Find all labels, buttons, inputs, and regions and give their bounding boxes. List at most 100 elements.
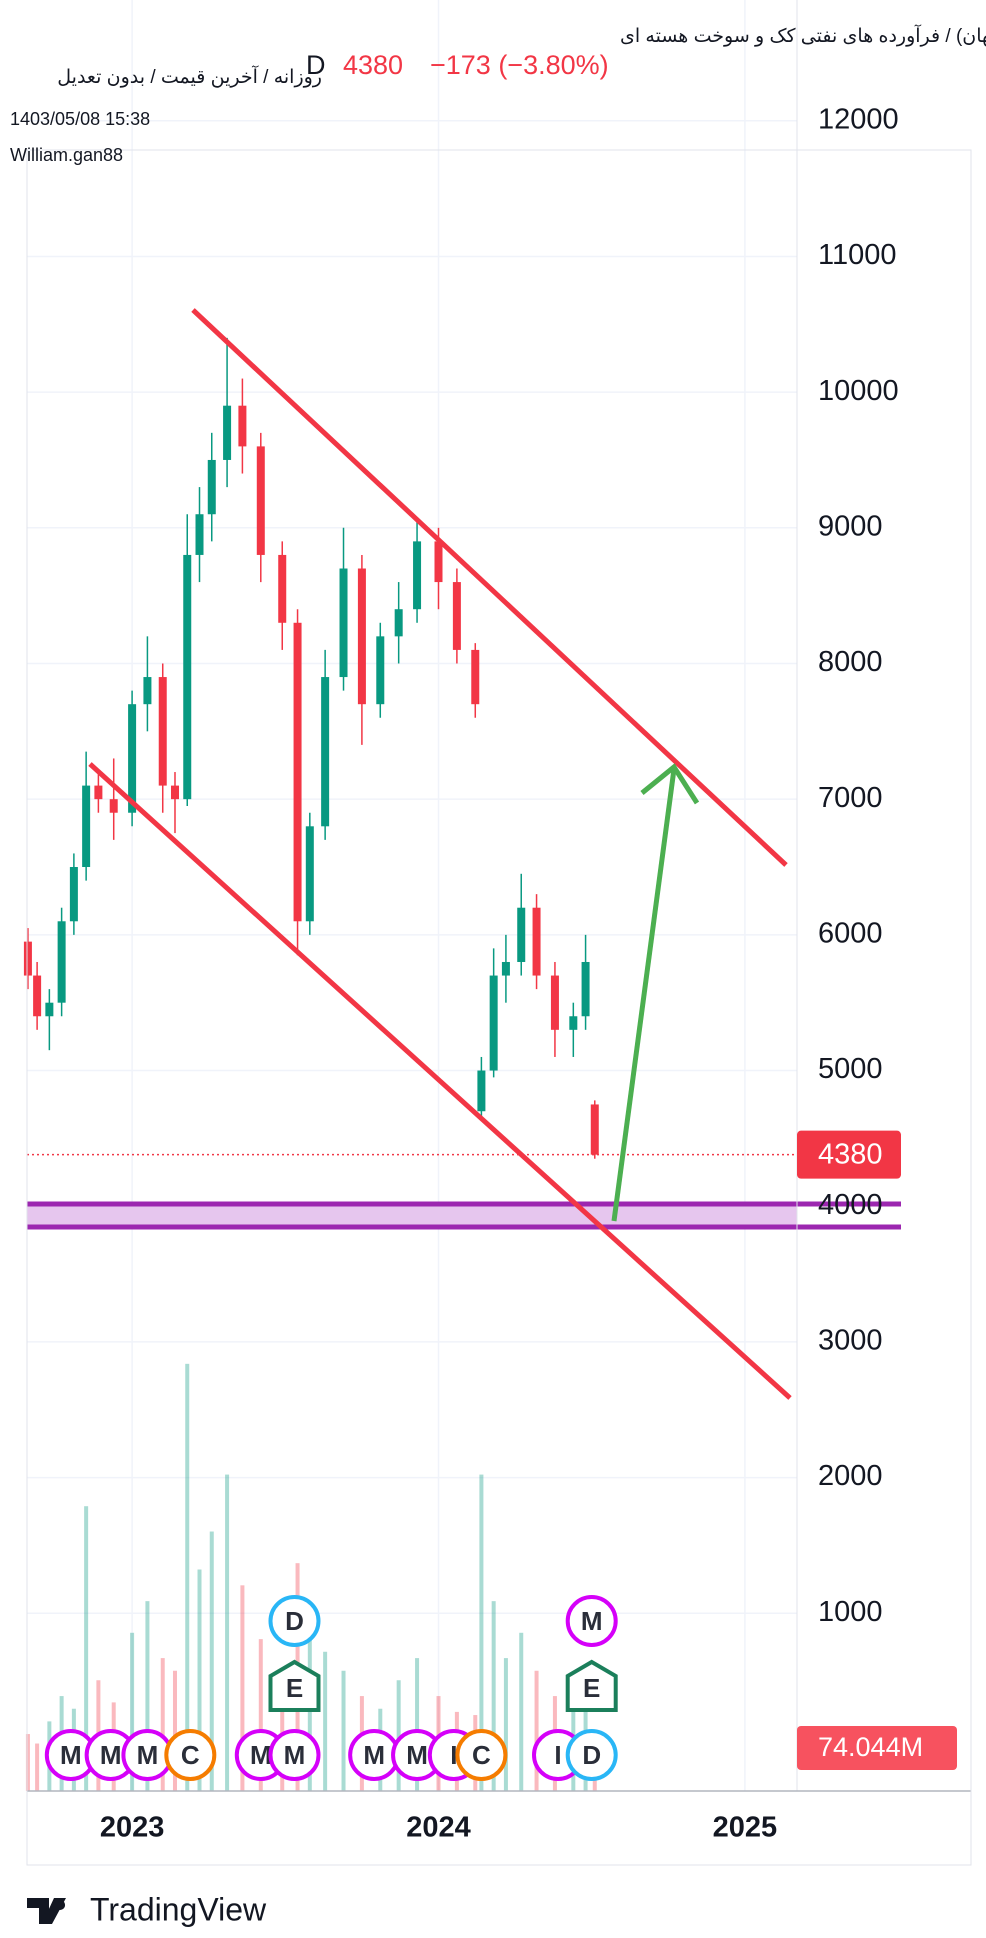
event-label: M [137,1740,159,1770]
support-zone [27,1204,797,1227]
volume-bar [160,1658,165,1791]
event-marker: D [268,1595,321,1647]
event-marker: M [84,1729,137,1781]
y-tick-label: 5000 [818,1053,883,1085]
event-label: D [582,1740,601,1770]
event-badge [565,1729,618,1781]
event-marker: C [164,1729,217,1781]
event-badge [565,1659,618,1712]
volume-bar [185,1363,190,1791]
candle-body [590,1104,599,1155]
y-tick-label: 8000 [818,646,883,678]
event-label: M [406,1740,428,1770]
event-label: M [363,1740,385,1770]
candle-body [321,677,330,827]
candle-body [434,541,443,583]
volume-bar [503,1658,508,1791]
event-badge [565,1595,618,1647]
candle-body [45,1002,54,1017]
volume-bar [240,1585,245,1791]
datetime: 1403/05/08 15:38 [10,109,150,129]
header-change: −173 (−3.80%) [430,50,609,80]
event-badge [455,1729,508,1781]
volume-bar [25,1734,30,1791]
event-marker: M [268,1729,321,1781]
candle-body [550,975,559,1030]
last-price-label: 4380 [818,1138,883,1170]
candle-body [158,677,167,786]
candle-body [532,907,541,976]
event-marker: C [455,1729,508,1781]
volume-bar [145,1601,150,1791]
symbol-title: شپنا (پالایش نفت اصفهان) / فرآورده های ن… [620,23,986,47]
candle-body [170,785,179,800]
y-tick-label: 3000 [818,1325,883,1357]
volume-bar [209,1531,214,1791]
candle-body [69,867,78,922]
candle-body [238,405,247,447]
event-label: I [554,1740,561,1770]
candle-body [195,514,204,555]
event-badge [268,1659,321,1712]
candle-body [183,554,192,800]
volume-bar [258,1639,263,1791]
event-marker: M [348,1729,401,1781]
event-marker: E [268,1659,321,1712]
volume-bar [323,1651,328,1791]
y-tick-label: 10000 [818,375,899,407]
candle-body [293,622,302,922]
y-tick-label: 4000 [818,1189,883,1221]
volume-bar [479,1474,484,1791]
event-marker: D [565,1729,618,1781]
candle-body [33,975,42,1017]
event-marker: E [565,1659,618,1712]
author: William.gan88 [10,145,123,165]
candle-body [207,459,216,515]
candle-body [452,582,461,650]
candle-body [501,961,510,976]
candle-body [278,554,287,623]
y-tick-label: 9000 [818,510,883,542]
arrow-shaft [611,768,677,1222]
x-tick-label: 2024 [406,1812,471,1844]
candle-body [394,609,403,637]
logo: TradingView [27,1891,267,1927]
volume-bar [396,1680,401,1791]
candle-body [339,568,348,678]
candle-body [471,649,480,705]
candle-body [256,446,265,555]
interval: D [306,50,326,80]
event-label: M [250,1740,272,1770]
pane-frame [26,149,972,1866]
event-label: E [583,1673,600,1703]
event-label: M [60,1740,82,1770]
event-label: E [286,1673,303,1703]
event-marker: M [44,1729,97,1781]
candle-body [23,941,32,976]
candle-body [143,677,152,705]
event-label: I [450,1740,457,1770]
candle-body [305,826,314,922]
candle-body [569,1016,578,1030]
event-badge [164,1729,217,1781]
volume-bar [491,1601,496,1791]
x-tick-label: 2023 [100,1812,165,1844]
y-tick-label: 11000 [818,239,897,271]
y-tick-label: 6000 [818,918,883,950]
event-marker: M [565,1595,618,1647]
event-label: M [581,1606,603,1636]
header-price: 4380 [343,50,403,80]
candle-body [94,785,103,800]
candle-body [128,704,137,813]
y-tick-label: 7000 [818,782,883,814]
volume-bar [225,1474,230,1791]
candle-body [376,636,385,705]
volume-bar [519,1632,524,1791]
event-label: M [100,1740,122,1770]
lower-trend-line [88,762,792,1400]
volume-label-box [797,1726,957,1770]
brand: TradingView [90,1891,267,1927]
arrow-head [640,763,700,805]
volume-bar [341,1670,346,1791]
